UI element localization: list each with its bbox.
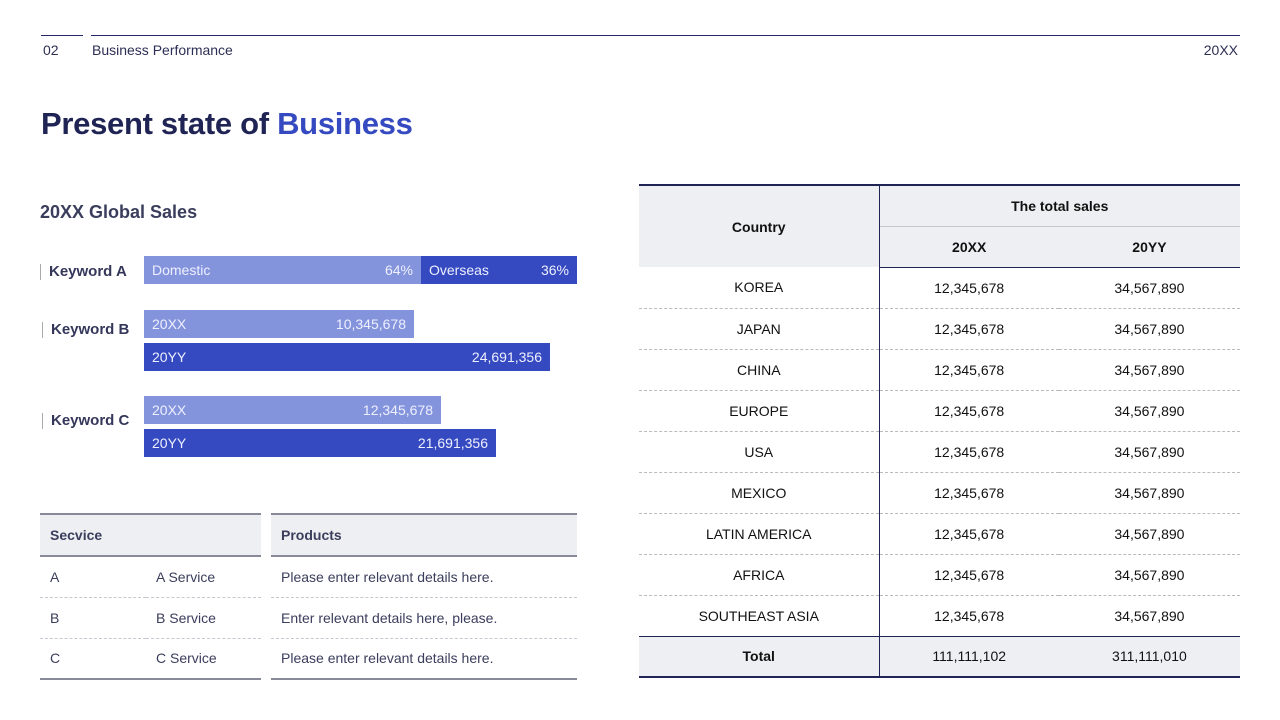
bar-value: 24,691,356 (471, 349, 542, 365)
col-20xx-header: 20XX (879, 225, 1059, 268)
bar-c-20yy: 20YY 21,691,356 (144, 429, 496, 457)
products-header: Products (271, 513, 577, 557)
bar-label: Overseas (429, 262, 489, 278)
bar-c-20xx: 20XX 12,345,678 (144, 396, 441, 424)
bar-label: 20YY (152, 349, 187, 365)
section-title: Business Performance (92, 42, 233, 58)
total-row: Total 111,111,102 311,111,010 (639, 635, 1240, 677)
value-20yy: 34,567,890 (1058, 554, 1240, 596)
value-20yy: 34,567,890 (1058, 349, 1240, 391)
value-20xx: 12,345,678 (879, 267, 1059, 309)
products-table: Products Please enter relevant details h… (271, 513, 577, 680)
value-20xx: 12,345,678 (879, 349, 1059, 391)
header-rule (91, 35, 1240, 36)
value-20xx: 12,345,678 (879, 390, 1059, 432)
bar-label: Domestic (152, 262, 211, 278)
bar-b-20xx: 20XX 10,345,678 (144, 310, 414, 338)
keyword-c-label: Keyword C (42, 413, 129, 429)
bar-label: 20YY (152, 435, 187, 451)
page-title: Present state of Business (41, 106, 413, 142)
header-rule-short (41, 35, 83, 36)
value-20yy: 34,567,890 (1058, 267, 1240, 309)
table-row: CHINA 12,345,678 34,567,890 (639, 349, 1240, 391)
header-year: 20XX (1203, 42, 1238, 58)
service-name: C Service (146, 638, 261, 680)
table-row: Please enter relevant details here. (271, 556, 577, 598)
country-header: Country (639, 185, 880, 267)
col-20yy-header: 20YY (1058, 225, 1240, 268)
table-row: MEXICO 12,345,678 34,567,890 (639, 472, 1240, 514)
value-20xx: 111,111,102 (879, 635, 1059, 677)
table-row: JAPAN 12,345,678 34,567,890 (639, 308, 1240, 350)
country: MEXICO (639, 472, 880, 514)
country: KOREA (639, 267, 880, 309)
keyword-b-label: Keyword B (42, 322, 129, 338)
service-code: A (40, 556, 146, 598)
bar-overseas: Overseas 36% (421, 256, 577, 284)
product-detail: Enter relevant details here, please. (271, 597, 577, 639)
service-code: B (40, 597, 146, 639)
bar-value: 36% (540, 262, 569, 278)
table-row: LATIN AMERICA 12,345,678 34,567,890 (639, 513, 1240, 555)
keyword-a-label: Keyword A (40, 264, 127, 280)
service-header: Secvice (40, 513, 261, 557)
table-row: Please enter relevant details here. (271, 638, 577, 680)
table-row: AFRICA 12,345,678 34,567,890 (639, 554, 1240, 596)
bar-value: 64% (384, 262, 413, 278)
bar-label: 20XX (152, 316, 187, 332)
table-row: SOUTHEAST ASIA 12,345,678 34,567,890 (639, 595, 1240, 637)
table-row: EUROPE 12,345,678 34,567,890 (639, 390, 1240, 432)
product-detail: Please enter relevant details here. (271, 638, 577, 680)
value-20yy: 34,567,890 (1058, 595, 1240, 637)
value-20xx: 12,345,678 (879, 513, 1059, 555)
bar-value: 12,345,678 (362, 402, 433, 418)
value-20yy: 34,567,890 (1058, 308, 1240, 350)
value-20xx: 12,345,678 (879, 595, 1059, 637)
total-sales-header: The total sales (879, 185, 1240, 226)
value-20yy: 311,111,010 (1058, 635, 1240, 677)
country: JAPAN (639, 308, 880, 350)
bar-value: 10,345,678 (335, 316, 406, 332)
product-detail: Please enter relevant details here. (271, 556, 577, 598)
value-20yy: 34,567,890 (1058, 472, 1240, 514)
page-number: 02 (43, 42, 59, 58)
title-accent: Business (277, 106, 413, 141)
table-row: USA 12,345,678 34,567,890 (639, 431, 1240, 473)
country: EUROPE (639, 390, 880, 432)
table-row: Enter relevant details here, please. (271, 597, 577, 639)
value-20xx: 12,345,678 (879, 472, 1059, 514)
table-row: KOREA 12,345,678 34,567,890 (639, 267, 1240, 309)
value-20xx: 12,345,678 (879, 431, 1059, 473)
value-20yy: 34,567,890 (1058, 390, 1240, 432)
value-20xx: 12,345,678 (879, 554, 1059, 596)
country: USA (639, 431, 880, 473)
country: SOUTHEAST ASIA (639, 595, 880, 637)
value-20yy: 34,567,890 (1058, 513, 1240, 555)
country: AFRICA (639, 554, 880, 596)
country: LATIN AMERICA (639, 513, 880, 555)
bar-value: 21,691,356 (417, 435, 488, 451)
service-name: B Service (146, 597, 261, 639)
service-name: A Service (146, 556, 261, 598)
bar-label: 20XX (152, 402, 187, 418)
country-sales-table: Country The total sales 20XX 20YY KOREA 12,… (639, 184, 1240, 678)
country: CHINA (639, 349, 880, 391)
value-20xx: 12,345,678 (879, 308, 1059, 350)
value-20yy: 34,567,890 (1058, 431, 1240, 473)
country: Total (639, 635, 880, 677)
bar-domestic: Domestic 64% (144, 256, 421, 284)
service-code: C (40, 638, 146, 680)
bar-b-20yy: 20YY 24,691,356 (144, 343, 550, 371)
title-prefix: Present state of (41, 106, 278, 141)
sales-title: 20XX Global Sales (40, 202, 198, 222)
